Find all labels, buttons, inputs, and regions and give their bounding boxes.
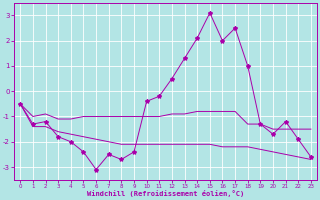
X-axis label: Windchill (Refroidissement éolien,°C): Windchill (Refroidissement éolien,°C)	[87, 190, 244, 197]
